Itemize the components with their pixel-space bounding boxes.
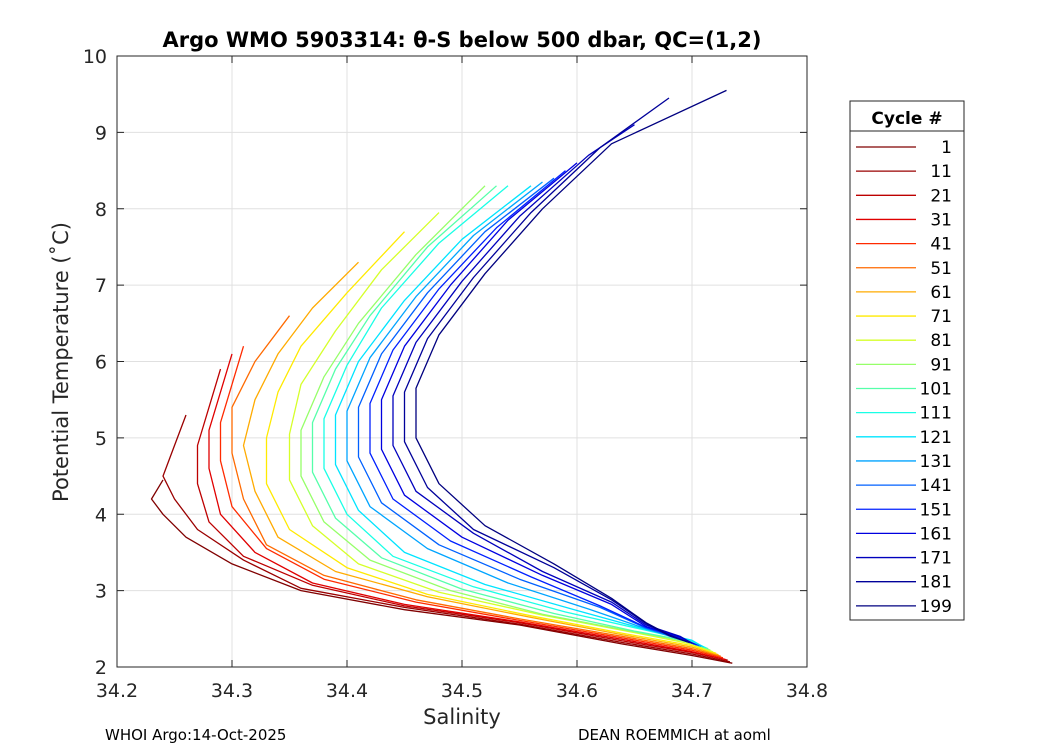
y-tick-label: 3 (95, 581, 107, 603)
series-line-cycle-161 (380, 162, 695, 645)
legend-label: 151 (920, 500, 952, 520)
legend-label: 81 (930, 331, 952, 351)
legend-label: 1 (941, 138, 952, 158)
x-tick-label: 34.3 (211, 680, 253, 702)
series-line-cycle-131 (346, 181, 702, 648)
series-line-cycle-171 (392, 124, 693, 644)
x-axis-label: Salinity (423, 705, 501, 729)
x-tick-label: 34.5 (441, 680, 483, 702)
legend-label: 71 (930, 307, 952, 327)
ticks: 34.2 34.3 34.4 34.5 34.6 34.7 34.8 2 3 4 5 6 7 8 9 10 (83, 46, 828, 702)
legend-label: 181 (920, 573, 952, 593)
series-layer (150, 89, 733, 664)
series-line-cycle-121 (334, 185, 704, 648)
y-tick-label: 4 (95, 504, 107, 526)
series-line-cycle-111 (323, 185, 707, 649)
legend-label: 111 (920, 404, 952, 424)
legend-label: 11 (930, 162, 952, 182)
legend-label: 101 (920, 380, 952, 400)
y-tick-label: 6 (95, 352, 107, 374)
legend-label: 21 (930, 186, 952, 206)
series-line-cycle-1 (150, 479, 733, 664)
x-tick-label: 34.6 (556, 680, 598, 702)
y-tick-label: 10 (83, 46, 107, 68)
legend-label: 171 (920, 549, 952, 569)
series-line-cycle-91 (300, 185, 711, 651)
legend-label: 41 (930, 235, 952, 255)
legend-label: 161 (920, 524, 952, 544)
series-line-cycle-101 (311, 185, 709, 650)
legend-label: 61 (930, 283, 952, 303)
x-tick-label: 34.2 (96, 680, 138, 702)
legend-label: 199 (920, 597, 952, 617)
legend-title: Cycle # (871, 109, 942, 129)
y-tick-label: 7 (95, 275, 107, 297)
legend-label: 91 (930, 355, 952, 375)
legend-label: 51 (930, 259, 952, 279)
series-line-cycle-41 (219, 346, 724, 659)
y-axis-label: Potential Temperature (˚C) (49, 222, 73, 502)
legend-label: 31 (930, 210, 952, 230)
series-line-cycle-31 (208, 353, 726, 661)
series-line-cycle-151 (369, 170, 697, 646)
legend-label: 131 (920, 452, 952, 472)
series-line-cycle-181 (403, 97, 690, 644)
x-tick-label: 34.7 (671, 680, 713, 702)
series-line-cycle-11 (162, 414, 731, 663)
x-tick-label: 34.8 (786, 680, 828, 702)
series-line-cycle-21 (196, 368, 728, 661)
x-tick-label: 34.4 (326, 680, 368, 702)
legend: Cycle # 11121314151617181911011111211311… (849, 100, 965, 621)
series-line-cycle-81 (288, 212, 713, 653)
series-line-cycle-61 (242, 261, 719, 656)
series-line-cycle-141 (357, 177, 700, 647)
y-tick-label: 9 (95, 122, 107, 144)
y-tick-label: 2 (95, 657, 107, 679)
legend-entries: 1112131415161718191101111121131141151161… (856, 138, 952, 617)
footer-left: WHOI Argo:14-Oct-2025 (105, 726, 286, 744)
chart-title: Argo WMO 5903314: θ-S below 500 dbar, QC… (163, 28, 762, 52)
series-line-cycle-199 (415, 89, 727, 643)
legend-label: 121 (920, 428, 952, 448)
legend-label: 141 (920, 476, 952, 496)
series-line-cycle-51 (231, 315, 721, 657)
y-tick-label: 8 (95, 199, 107, 221)
series-line-cycle-71 (265, 231, 717, 654)
footer-right: DEAN ROEMMICH at aoml (578, 726, 771, 744)
y-tick-label: 5 (95, 428, 107, 450)
